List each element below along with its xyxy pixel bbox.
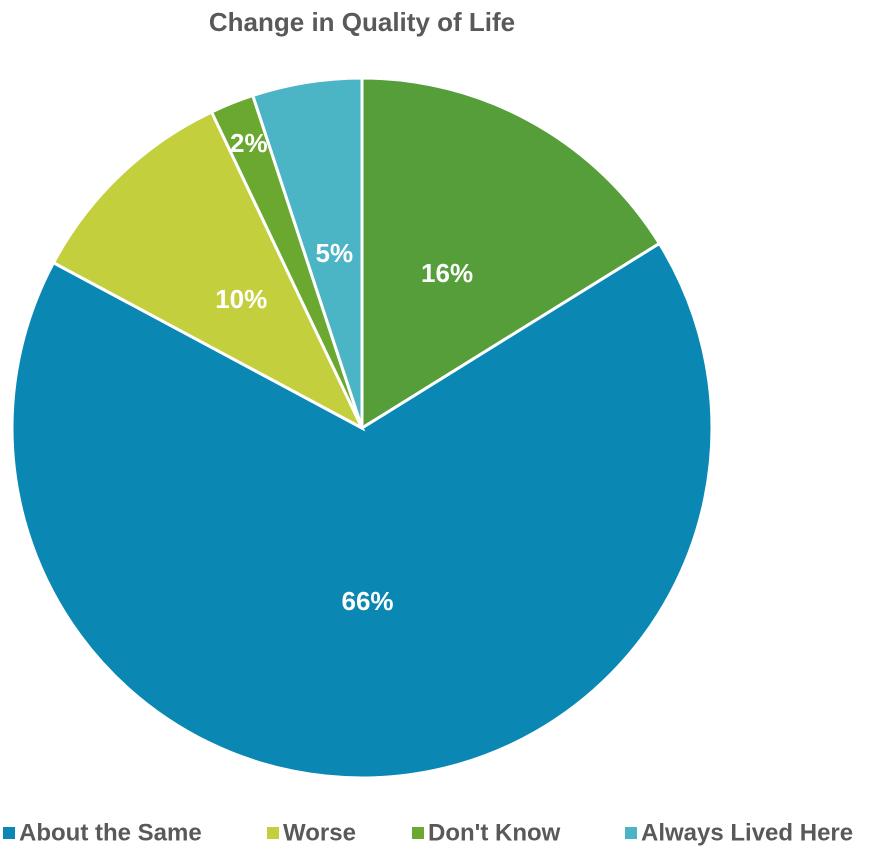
pie-slice [250,76,364,429]
legend-swatch [412,827,424,839]
data-label: 10% [215,284,267,314]
legend-swatch [267,827,279,839]
legend-label: About the Same [19,819,202,846]
legend-label: Always Lived Here [641,819,853,846]
data-label: 2% [230,128,268,158]
legend-label: Worse [283,819,356,846]
legend-label: Don't Know [428,819,561,846]
pie-slice [10,241,714,780]
pie-slice [51,109,366,432]
chart-title: Change in Quality of Life [209,7,515,37]
data-label: 66% [342,586,394,616]
data-label: 16% [421,258,473,288]
legend-swatch [625,827,637,839]
legend-swatch [3,827,15,839]
pie-slice [360,76,662,431]
data-label: 5% [316,238,354,268]
